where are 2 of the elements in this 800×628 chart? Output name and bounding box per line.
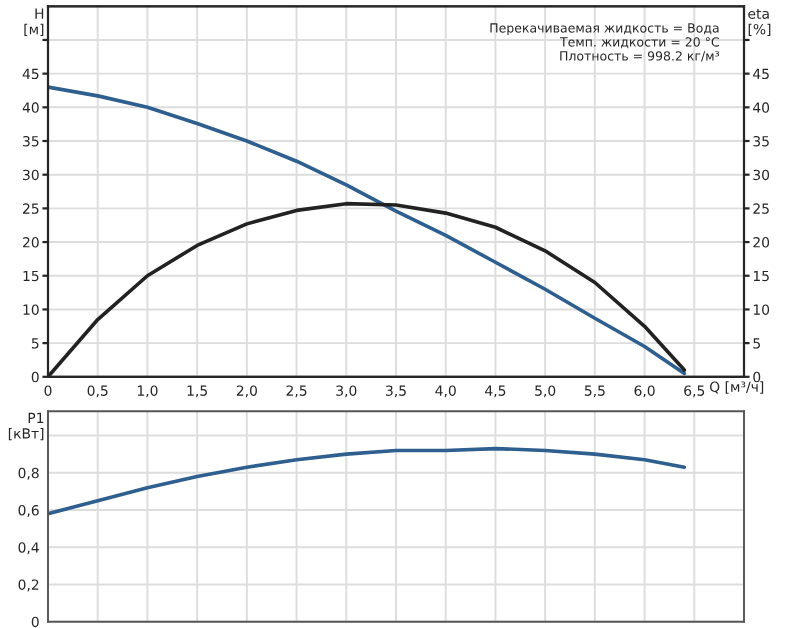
line-series xyxy=(48,446,687,516)
line-series xyxy=(48,85,687,376)
